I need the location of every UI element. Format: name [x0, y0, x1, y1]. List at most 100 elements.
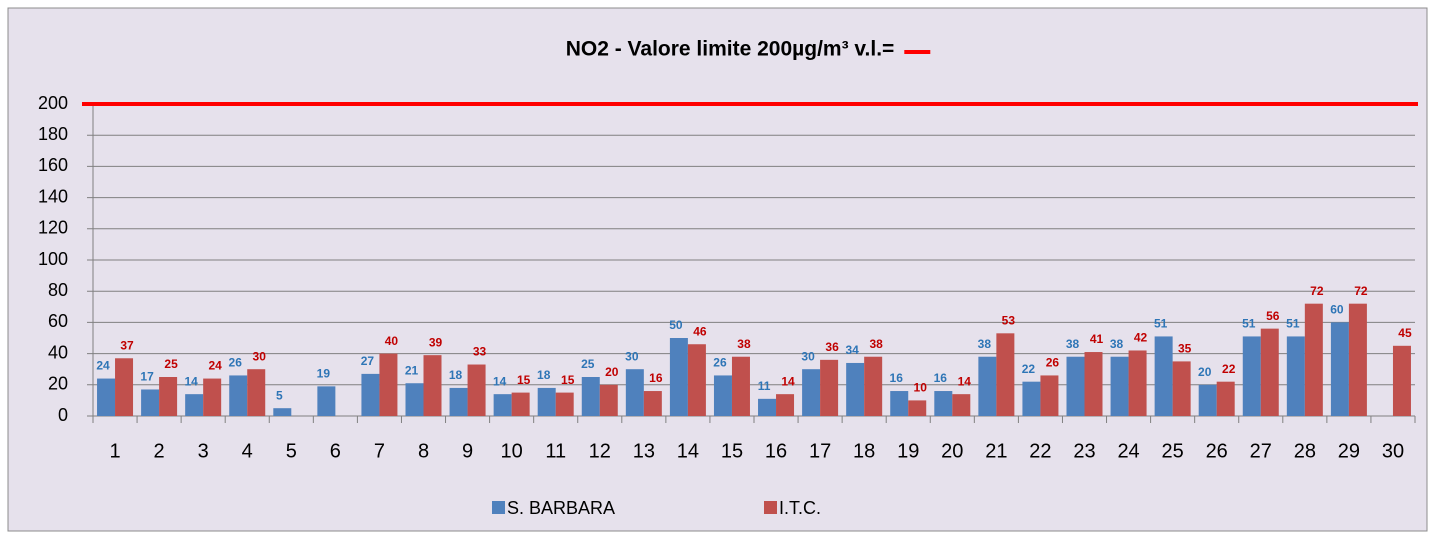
data-label: 24 — [96, 359, 110, 373]
bar — [1330, 322, 1349, 416]
bar — [511, 392, 530, 416]
bar — [229, 375, 248, 416]
x-tick-label: 4 — [242, 440, 253, 462]
y-tick-label: 180 — [38, 124, 68, 144]
legend-swatch — [764, 501, 777, 514]
data-label: 51 — [1286, 317, 1300, 331]
data-label: 30 — [625, 349, 639, 363]
bar — [1216, 381, 1235, 416]
bar — [581, 377, 600, 416]
data-label: 25 — [164, 357, 178, 371]
data-label: 22 — [1222, 362, 1236, 376]
bar — [908, 400, 927, 416]
bar — [141, 389, 160, 416]
data-label: 60 — [1330, 303, 1344, 317]
data-label: 38 — [869, 337, 883, 351]
x-tick-label: 22 — [1029, 440, 1051, 462]
legend-label: I.T.C. — [779, 498, 821, 518]
bar — [423, 355, 442, 416]
data-label: 27 — [361, 354, 375, 368]
bar — [820, 359, 839, 416]
x-tick-label: 25 — [1162, 440, 1184, 462]
x-tick-label: 16 — [765, 440, 787, 462]
bar — [537, 387, 556, 416]
data-label: 39 — [429, 335, 443, 349]
data-label: 38 — [978, 337, 992, 351]
y-tick-label: 60 — [48, 311, 68, 331]
bar — [802, 369, 821, 416]
data-label: 21 — [405, 363, 419, 377]
bar — [1260, 328, 1279, 416]
data-label: 30 — [253, 349, 267, 363]
data-label: 72 — [1354, 284, 1368, 298]
data-label: 51 — [1154, 317, 1168, 331]
data-label: 18 — [537, 368, 551, 382]
data-label: 20 — [1198, 365, 1212, 379]
data-label: 51 — [1242, 317, 1256, 331]
x-tick-label: 17 — [809, 440, 831, 462]
data-label: 38 — [1110, 337, 1124, 351]
data-label: 19 — [317, 367, 331, 381]
y-tick-label: 40 — [48, 342, 68, 362]
y-tick-label: 140 — [38, 186, 68, 206]
bar — [599, 384, 618, 416]
data-label: 11 — [758, 379, 771, 393]
data-label: 5 — [276, 388, 283, 402]
bar — [185, 394, 204, 416]
data-label: 42 — [1134, 331, 1148, 345]
data-label: 40 — [385, 334, 399, 348]
bar — [978, 356, 997, 416]
bar — [1128, 350, 1147, 416]
bar — [1022, 381, 1041, 416]
bar — [952, 394, 971, 416]
data-label: 15 — [517, 373, 531, 387]
bar — [776, 394, 795, 416]
bar — [555, 392, 574, 416]
data-label: 26 — [713, 356, 727, 370]
bar — [864, 356, 883, 416]
data-label: 25 — [581, 357, 595, 371]
data-label: 15 — [561, 373, 575, 387]
x-tick-label: 12 — [589, 440, 611, 462]
x-tick-label: 19 — [897, 440, 919, 462]
bar — [493, 394, 512, 416]
bar — [687, 344, 706, 416]
x-tick-label: 27 — [1250, 440, 1272, 462]
bar — [625, 369, 644, 416]
bar — [361, 373, 380, 416]
bar — [467, 364, 486, 416]
data-label: 41 — [1090, 332, 1104, 346]
x-tick-label: 24 — [1117, 440, 1139, 462]
x-tick-label: 2 — [154, 440, 165, 462]
bar — [97, 378, 116, 416]
y-tick-label: 100 — [38, 249, 68, 269]
bar — [379, 353, 398, 416]
bar — [1392, 345, 1411, 416]
x-tick-label: 23 — [1073, 440, 1095, 462]
x-tick-label: 10 — [501, 440, 523, 462]
data-label: 36 — [825, 340, 839, 354]
data-label: 56 — [1266, 309, 1280, 323]
x-tick-label: 13 — [633, 440, 655, 462]
data-label: 17 — [140, 370, 154, 384]
y-tick-label: 160 — [38, 155, 68, 175]
data-label: 38 — [737, 337, 751, 351]
x-tick-label: 29 — [1338, 440, 1360, 462]
data-label: 45 — [1398, 326, 1412, 340]
x-tick-label: 3 — [198, 440, 209, 462]
data-label: 14 — [184, 374, 198, 388]
x-tick-label: 15 — [721, 440, 743, 462]
x-tick-label: 7 — [374, 440, 385, 462]
bar — [1348, 303, 1367, 416]
x-tick-label: 21 — [985, 440, 1007, 462]
bar — [203, 378, 222, 416]
x-tick-label: 28 — [1294, 440, 1316, 462]
x-tick-label: 8 — [418, 440, 429, 462]
data-label: 35 — [1178, 342, 1192, 356]
data-label: 14 — [958, 374, 972, 388]
bar — [273, 408, 292, 416]
bar — [1084, 352, 1103, 416]
data-label: 16 — [934, 371, 948, 385]
